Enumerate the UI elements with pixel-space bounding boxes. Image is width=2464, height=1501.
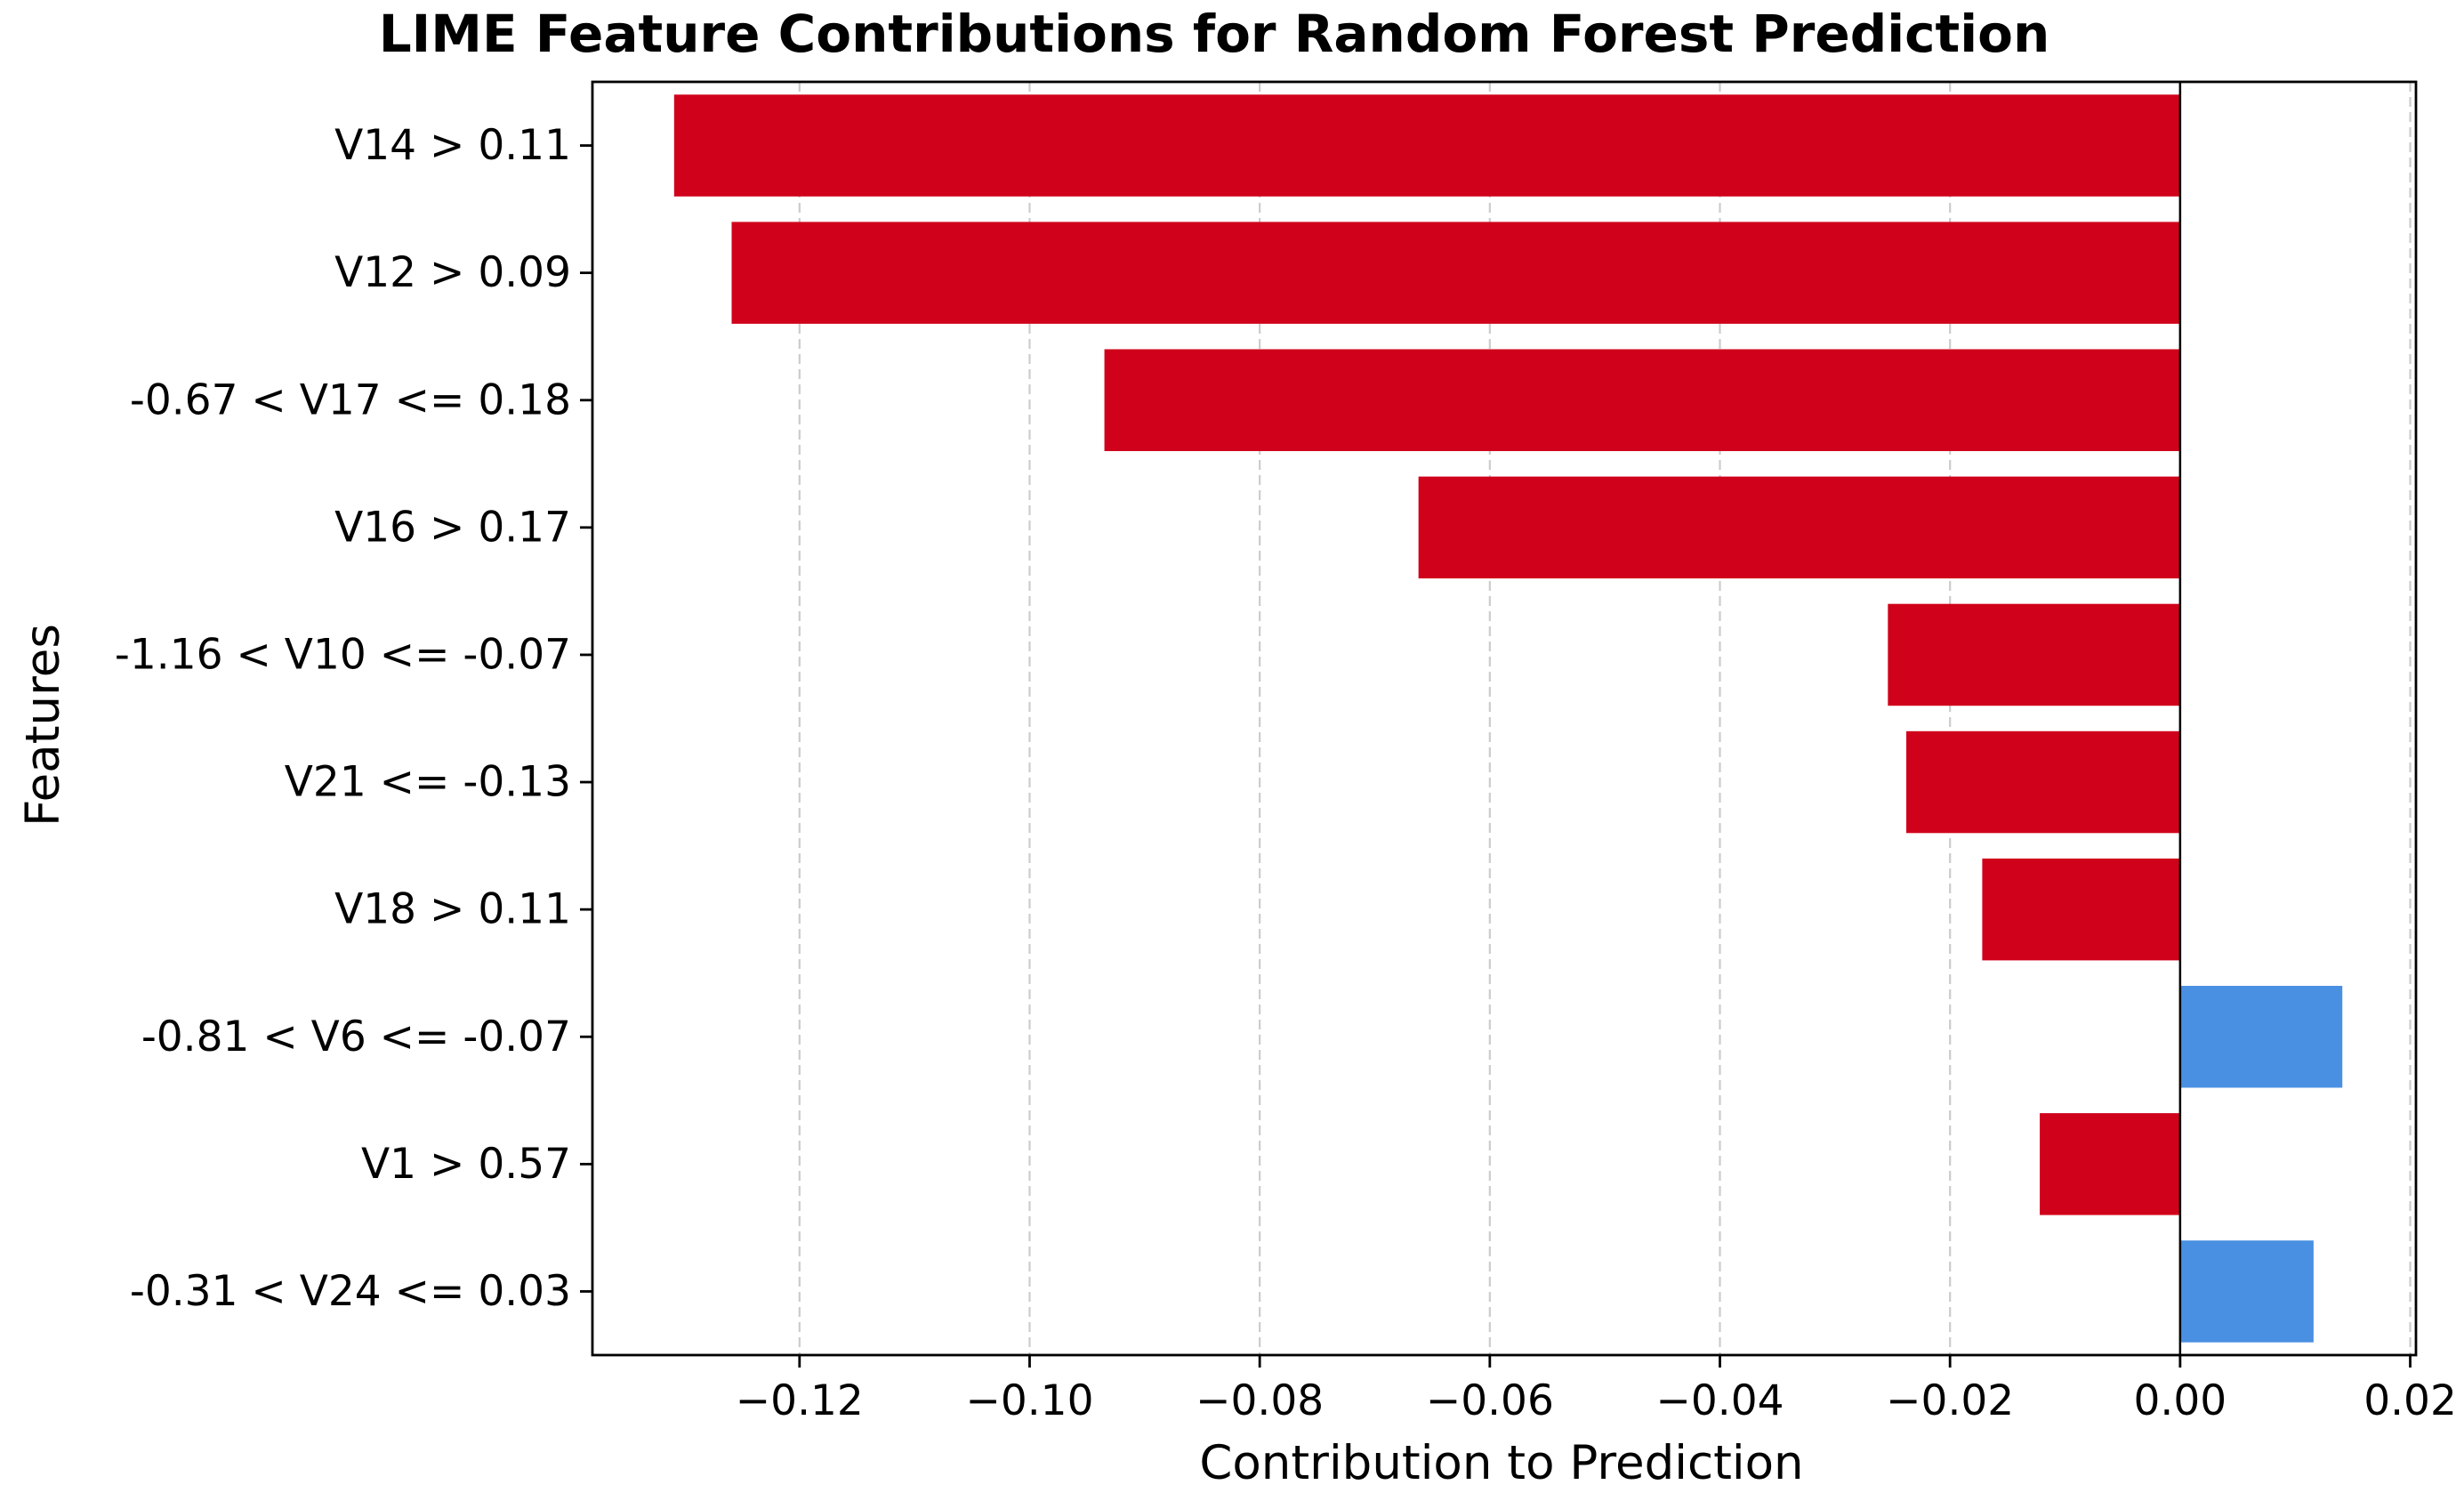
x-tick-label: −0.04 xyxy=(1655,1376,1784,1425)
chart-title: LIME Feature Contributions for Random Fo… xyxy=(379,4,2050,64)
plot-frame xyxy=(591,80,2418,1357)
y-tick-label: -0.31 < V24 <= 0.03 xyxy=(130,1267,571,1316)
bar xyxy=(1888,603,2180,706)
bar xyxy=(1906,730,2180,834)
bar xyxy=(2179,986,2343,1088)
bar xyxy=(1104,349,2180,451)
axes xyxy=(591,80,2418,1357)
x-tick-label: −0.08 xyxy=(1196,1376,1324,1425)
y-tick-label: V16 > 0.17 xyxy=(334,503,571,552)
y-tick-label: -0.67 < V17 <= 0.18 xyxy=(130,375,571,424)
y-tick-label: V14 > 0.11 xyxy=(334,121,571,170)
y-ticks: V14 > 0.11 V12 > 0.09 -0.67 < V17 <= 0.18 V… xyxy=(115,121,592,1316)
x-tick-label: 0.00 xyxy=(2134,1376,2227,1425)
x-tick-label: −0.02 xyxy=(1886,1376,2014,1425)
y-tick-label: V18 > 0.11 xyxy=(334,885,571,934)
y-tick-label: -0.81 < V6 <= -0.07 xyxy=(141,1013,571,1061)
y-tick-label: V1 > 0.57 xyxy=(361,1140,571,1189)
x-tick-label: −0.10 xyxy=(965,1376,1093,1425)
bar xyxy=(1982,858,2180,961)
y-axis-label: Features xyxy=(16,624,70,827)
bar xyxy=(2040,1113,2180,1215)
y-tick-label: V21 <= -0.13 xyxy=(285,758,571,807)
x-ticks: −0.12 −0.10 −0.08 −0.06 −0.04 −0.02 0.00 0.02 xyxy=(736,1355,2457,1425)
y-tick-label: V12 > 0.09 xyxy=(334,248,571,297)
y-tick-label: -1.16 < V10 <= -0.07 xyxy=(115,630,571,679)
x-tick-label: −0.06 xyxy=(1426,1376,1554,1425)
bars xyxy=(673,94,2343,1343)
bar xyxy=(2179,1240,2314,1343)
x-tick-label: −0.12 xyxy=(736,1376,864,1425)
bar xyxy=(673,94,2180,197)
x-axis-label: Contribution to Prediction xyxy=(1199,1436,1803,1490)
bar xyxy=(731,222,2180,324)
x-tick-label: 0.02 xyxy=(2363,1376,2457,1425)
bar xyxy=(1418,476,2180,579)
